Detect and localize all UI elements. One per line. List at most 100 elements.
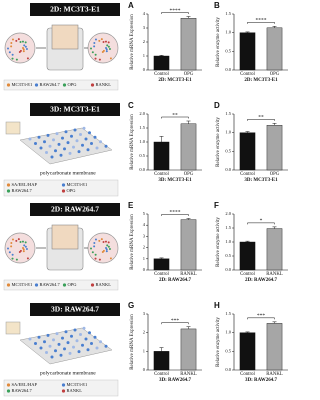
cell (86, 148, 90, 152)
bar (180, 123, 197, 171)
x-axis-label: 2D: MC3T3-E1 (244, 78, 278, 83)
cell (10, 45, 13, 48)
y-tick-label: 0.0 (225, 367, 231, 372)
y-axis-label: Relative mRNA Expression (130, 114, 135, 170)
cell (21, 240, 24, 243)
y-tick-label: 0 (143, 267, 146, 272)
y-axis-label: Relative enzyme activity (216, 17, 221, 67)
y-tick-label: 2 (143, 330, 145, 335)
y-tick-label: 0 (143, 367, 146, 372)
y-tick-label: 3 (143, 25, 146, 30)
significance-bracket (247, 222, 275, 225)
legend-label: RANKL (96, 282, 112, 287)
x-tick-label: OPG (270, 72, 280, 77)
cell (15, 258, 18, 261)
legend-label: MC3T3-E1 (67, 182, 88, 187)
y-tick-label: 0.5 (225, 148, 231, 153)
cell (109, 57, 112, 60)
cell (79, 133, 82, 136)
cell (52, 338, 55, 342)
cell (94, 257, 97, 260)
y-tick-label: 3 (143, 233, 146, 238)
cell (104, 144, 108, 148)
cell (98, 239, 101, 242)
y-tick-label: 3 (143, 311, 146, 316)
x-tick-label: Control (154, 72, 169, 77)
cell (73, 128, 77, 132)
y-tick-label: 0.0 (225, 167, 231, 172)
cell (64, 130, 68, 134)
cell (11, 38, 14, 41)
cell (98, 39, 101, 42)
legend-icon (6, 283, 11, 287)
x-tick-label: Control (240, 272, 255, 277)
cell (72, 345, 75, 349)
legend-label: RAW264.7 (40, 82, 61, 87)
legend-label: MC3T3-E1 (67, 382, 88, 387)
x-axis-label: 3D: RAW264.7 (159, 378, 191, 383)
legend-icon (6, 189, 11, 193)
bar (153, 55, 170, 71)
cell (75, 139, 79, 143)
bar (239, 132, 256, 171)
cell (59, 153, 63, 157)
y-tick-label: 0.5 (225, 348, 231, 353)
legend-icon (61, 383, 66, 387)
cell (52, 138, 55, 142)
dish (87, 32, 119, 64)
cell (82, 126, 86, 130)
banner-text: 2D: MC3T3-E1 (50, 5, 100, 14)
x-tick-label: RANKL (180, 272, 197, 277)
cell (10, 241, 13, 244)
cell (59, 353, 63, 357)
y-tick-label: 1 (143, 53, 145, 58)
cell (10, 41, 13, 44)
significance-label: ** (172, 112, 178, 118)
cell (84, 337, 88, 341)
bar (266, 27, 283, 71)
cell (28, 137, 32, 141)
bar (180, 328, 197, 371)
y-tick-label: 0.5 (225, 253, 231, 258)
cell (66, 141, 70, 145)
membrane-sheet (19, 127, 113, 165)
cell (11, 238, 14, 241)
cell (64, 330, 68, 334)
membrane-sheet (19, 327, 113, 365)
legend-label: OPG (68, 282, 78, 287)
x-tick-label: RANKL (266, 272, 283, 277)
cell (102, 41, 105, 44)
y-tick-label: 1.0 (225, 239, 231, 244)
y-tick-label: 1.0 (139, 139, 145, 144)
legend-label: RAW264.7 (12, 188, 33, 193)
cell (11, 57, 14, 60)
cell (25, 247, 28, 250)
cell (50, 155, 54, 159)
cell (105, 250, 108, 253)
y-tick-label: 2 (143, 245, 145, 250)
x-tick-label: OPG (184, 172, 194, 177)
panel-letter: G (128, 301, 134, 310)
insert (51, 24, 79, 50)
cell (91, 251, 94, 254)
cell (95, 146, 99, 150)
cell (23, 44, 26, 47)
cell (77, 350, 81, 354)
legend-label: OPG (68, 82, 78, 87)
cell (45, 151, 48, 154)
panel-letter: D (214, 101, 220, 110)
cell (48, 344, 52, 348)
significance-label: ** (258, 115, 264, 121)
insert (51, 224, 79, 250)
cell (45, 351, 48, 354)
x-tick-label: RANKL (180, 372, 197, 377)
cell (15, 39, 18, 42)
y-tick-label: 2.0 (225, 211, 231, 216)
y-tick-label: 1.0 (225, 130, 231, 135)
y-tick-label: 1.5 (225, 311, 231, 316)
cell (88, 331, 91, 335)
cell (90, 47, 93, 50)
cell (24, 41, 27, 44)
y-tick-label: 1.5 (225, 225, 231, 230)
